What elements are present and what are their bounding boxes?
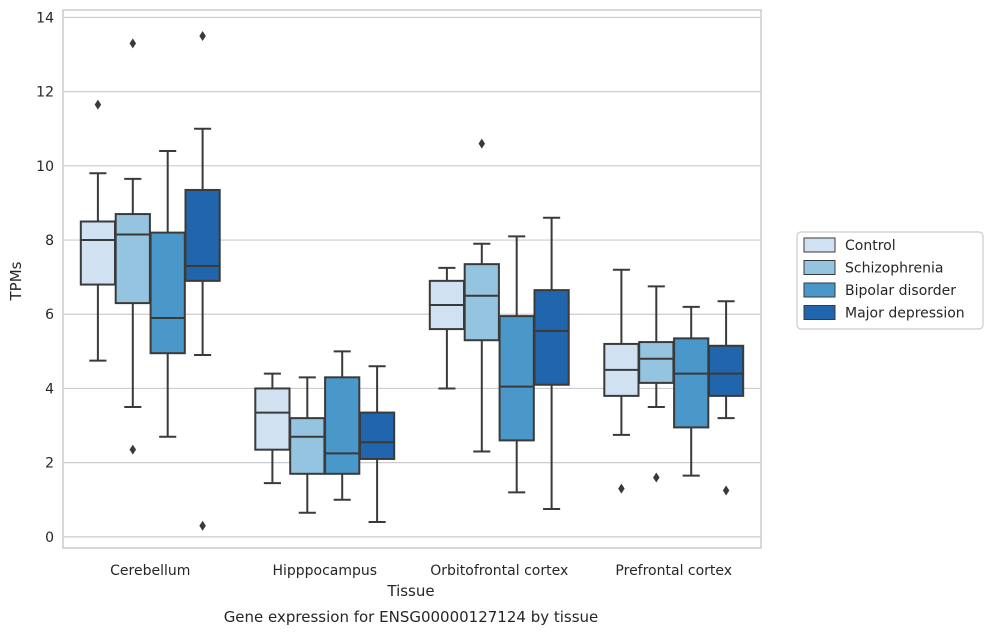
outlier-point	[129, 38, 137, 49]
x-tick-label: Orbitofrontal cortex	[430, 563, 568, 579]
boxes	[79, 30, 745, 531]
box-iqr	[149, 231, 186, 355]
y-tick-label: 14	[36, 10, 54, 26]
x-axis-label: Tissue	[386, 582, 434, 600]
outlier-point	[199, 520, 206, 531]
legend-swatch	[803, 305, 836, 320]
y-tick-label: 4	[45, 381, 54, 397]
box-iqr	[114, 213, 151, 305]
legend-frame	[796, 231, 984, 330]
y-tick-label: 12	[36, 85, 54, 101]
box-schizophrenia	[463, 138, 500, 453]
box-iqr	[707, 344, 745, 397]
box-iqr	[184, 188, 221, 282]
x-tick-label: Hipppocampus	[272, 563, 377, 579]
figure-caption: Gene expression for ENSG00000127124 by t…	[224, 608, 599, 626]
y-tick-label: 6	[45, 307, 54, 323]
legend-label: Schizophrenia	[845, 261, 943, 277]
legend-label: Major depression	[845, 306, 965, 322]
box-iqr	[289, 417, 326, 475]
x-axis-ticks: Cerebellum Hipppocampus Orbitofrontal cort…	[110, 563, 732, 579]
box-schizophrenia	[114, 38, 151, 455]
legend-swatch	[803, 237, 836, 253]
y-tick-label: 0	[45, 530, 54, 546]
legend-label: Bipolar disorder	[845, 283, 956, 299]
plot-frame	[62, 9, 762, 549]
box-major-depression	[358, 365, 396, 524]
box-bipolar-disorder	[498, 235, 535, 494]
box-schizophrenia	[638, 285, 675, 483]
box-iqr	[324, 376, 361, 475]
legend: Control Schizophrenia Bipolar disorder Majo…	[796, 231, 984, 330]
box-bipolar-disorder	[673, 305, 710, 477]
box-major-depression	[184, 30, 221, 531]
box-control	[79, 99, 117, 362]
legend-swatch	[803, 282, 836, 298]
box-iqr	[638, 341, 675, 384]
outlier-point	[129, 444, 137, 455]
outlier-point	[653, 472, 660, 483]
y-tick-label: 8	[45, 233, 54, 249]
box-iqr	[673, 337, 710, 429]
box-iqr	[254, 387, 291, 451]
box-schizophrenia	[289, 376, 326, 514]
outlier-point	[199, 30, 206, 41]
box-iqr	[533, 289, 570, 386]
outlier-point	[478, 138, 486, 149]
box-bipolar-disorder	[324, 350, 361, 501]
box-bipolar-disorder	[149, 149, 186, 438]
y-tick-label: 2	[45, 456, 54, 472]
x-tick-label: Prefrontal cortex	[615, 563, 732, 579]
y-axis-ticks: 0 2 4 6 8 10 12 14	[36, 10, 54, 545]
box-iqr	[79, 220, 117, 286]
outlier-point	[94, 99, 102, 110]
x-tick-label: Cerebellum	[110, 563, 190, 579]
outlier-point	[618, 483, 625, 494]
legend-label: Control	[845, 238, 896, 254]
box-iqr	[498, 315, 535, 442]
box-major-depression	[533, 216, 570, 511]
box-iqr	[463, 263, 500, 342]
box-major-depression	[707, 300, 745, 496]
legend-swatch	[803, 260, 836, 275]
outlier-point	[722, 485, 730, 496]
box-iqr	[358, 411, 396, 460]
y-tick-label: 10	[36, 159, 54, 175]
y-axis-label: TPMs	[7, 261, 25, 301]
box-control	[603, 268, 640, 494]
box-control	[254, 372, 291, 485]
box-control	[428, 266, 466, 390]
